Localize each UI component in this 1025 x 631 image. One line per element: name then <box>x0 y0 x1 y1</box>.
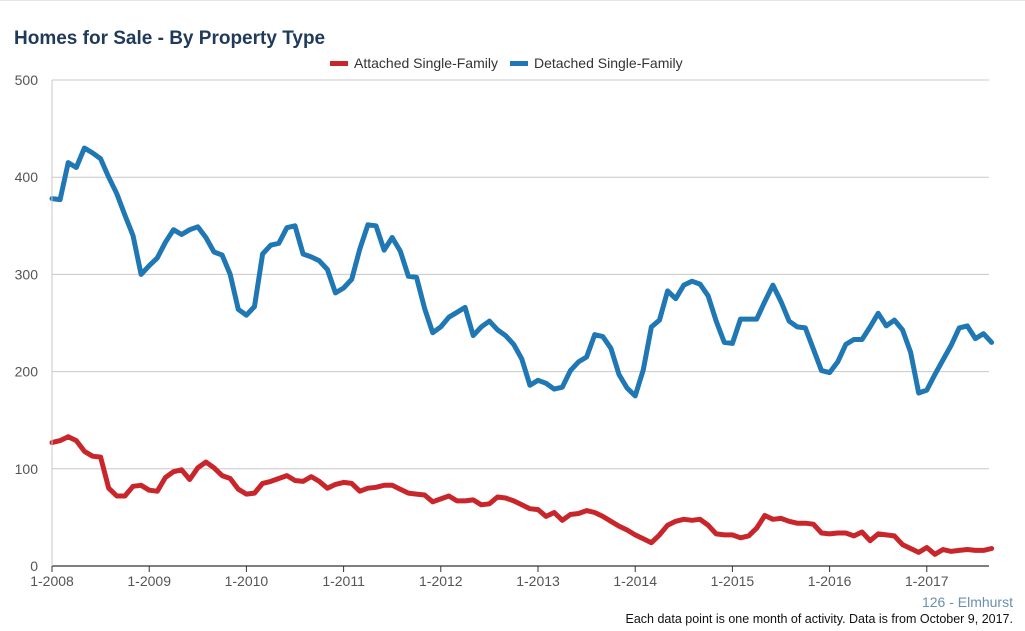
y-tick-label: 300 <box>15 266 39 282</box>
x-tick-label: 1-2015 <box>711 573 755 589</box>
x-tick-label: 1-2017 <box>905 573 949 589</box>
x-tick-label: 1-2014 <box>613 573 657 589</box>
data-note: Each data point is one month of activity… <box>625 612 1013 626</box>
y-tick-label: 400 <box>15 169 39 185</box>
legend-item-detached[interactable]: Detached Single-Family <box>509 55 683 71</box>
series-line-attached[interactable] <box>49 434 995 557</box>
legend-swatch-detached <box>509 60 528 66</box>
grid-layer <box>52 79 989 470</box>
x-tick-label: 1-2009 <box>127 573 171 589</box>
x-tick-label: 1-2013 <box>516 573 560 589</box>
y-tick-label: 200 <box>15 364 39 380</box>
legend-item-attached[interactable]: Attached Single-Family <box>330 55 498 71</box>
x-tick-label: 1-2011 <box>322 573 365 589</box>
series-layer <box>49 145 995 557</box>
chart-legend: Attached Single-Family Detached Single-F… <box>330 55 683 71</box>
axis-layer: 0 100 200 300 400 500 1-2008 1-2009 1-2010 1-2011… <box>15 72 989 589</box>
legend-label-detached: Detached Single-Family <box>533 55 683 71</box>
chart-title: Homes for Sale - By Property Type <box>14 28 326 49</box>
x-tick-label: 1-2008 <box>30 573 74 589</box>
legend-label-attached: Attached Single-Family <box>354 55 498 71</box>
y-tick-label: 0 <box>30 558 38 574</box>
legend-swatch-attached <box>330 60 348 66</box>
top-rule <box>0 0 1025 1</box>
x-tick-label: 1-2016 <box>808 573 852 589</box>
y-tick-label: 100 <box>15 461 39 477</box>
x-tick-label: 1-2012 <box>419 573 463 589</box>
x-tick-label: 1-2010 <box>225 573 269 589</box>
series-line-detached[interactable] <box>49 145 995 399</box>
area-name: 126 - Elmhurst <box>921 594 1013 610</box>
y-tick-label: 500 <box>15 72 39 88</box>
